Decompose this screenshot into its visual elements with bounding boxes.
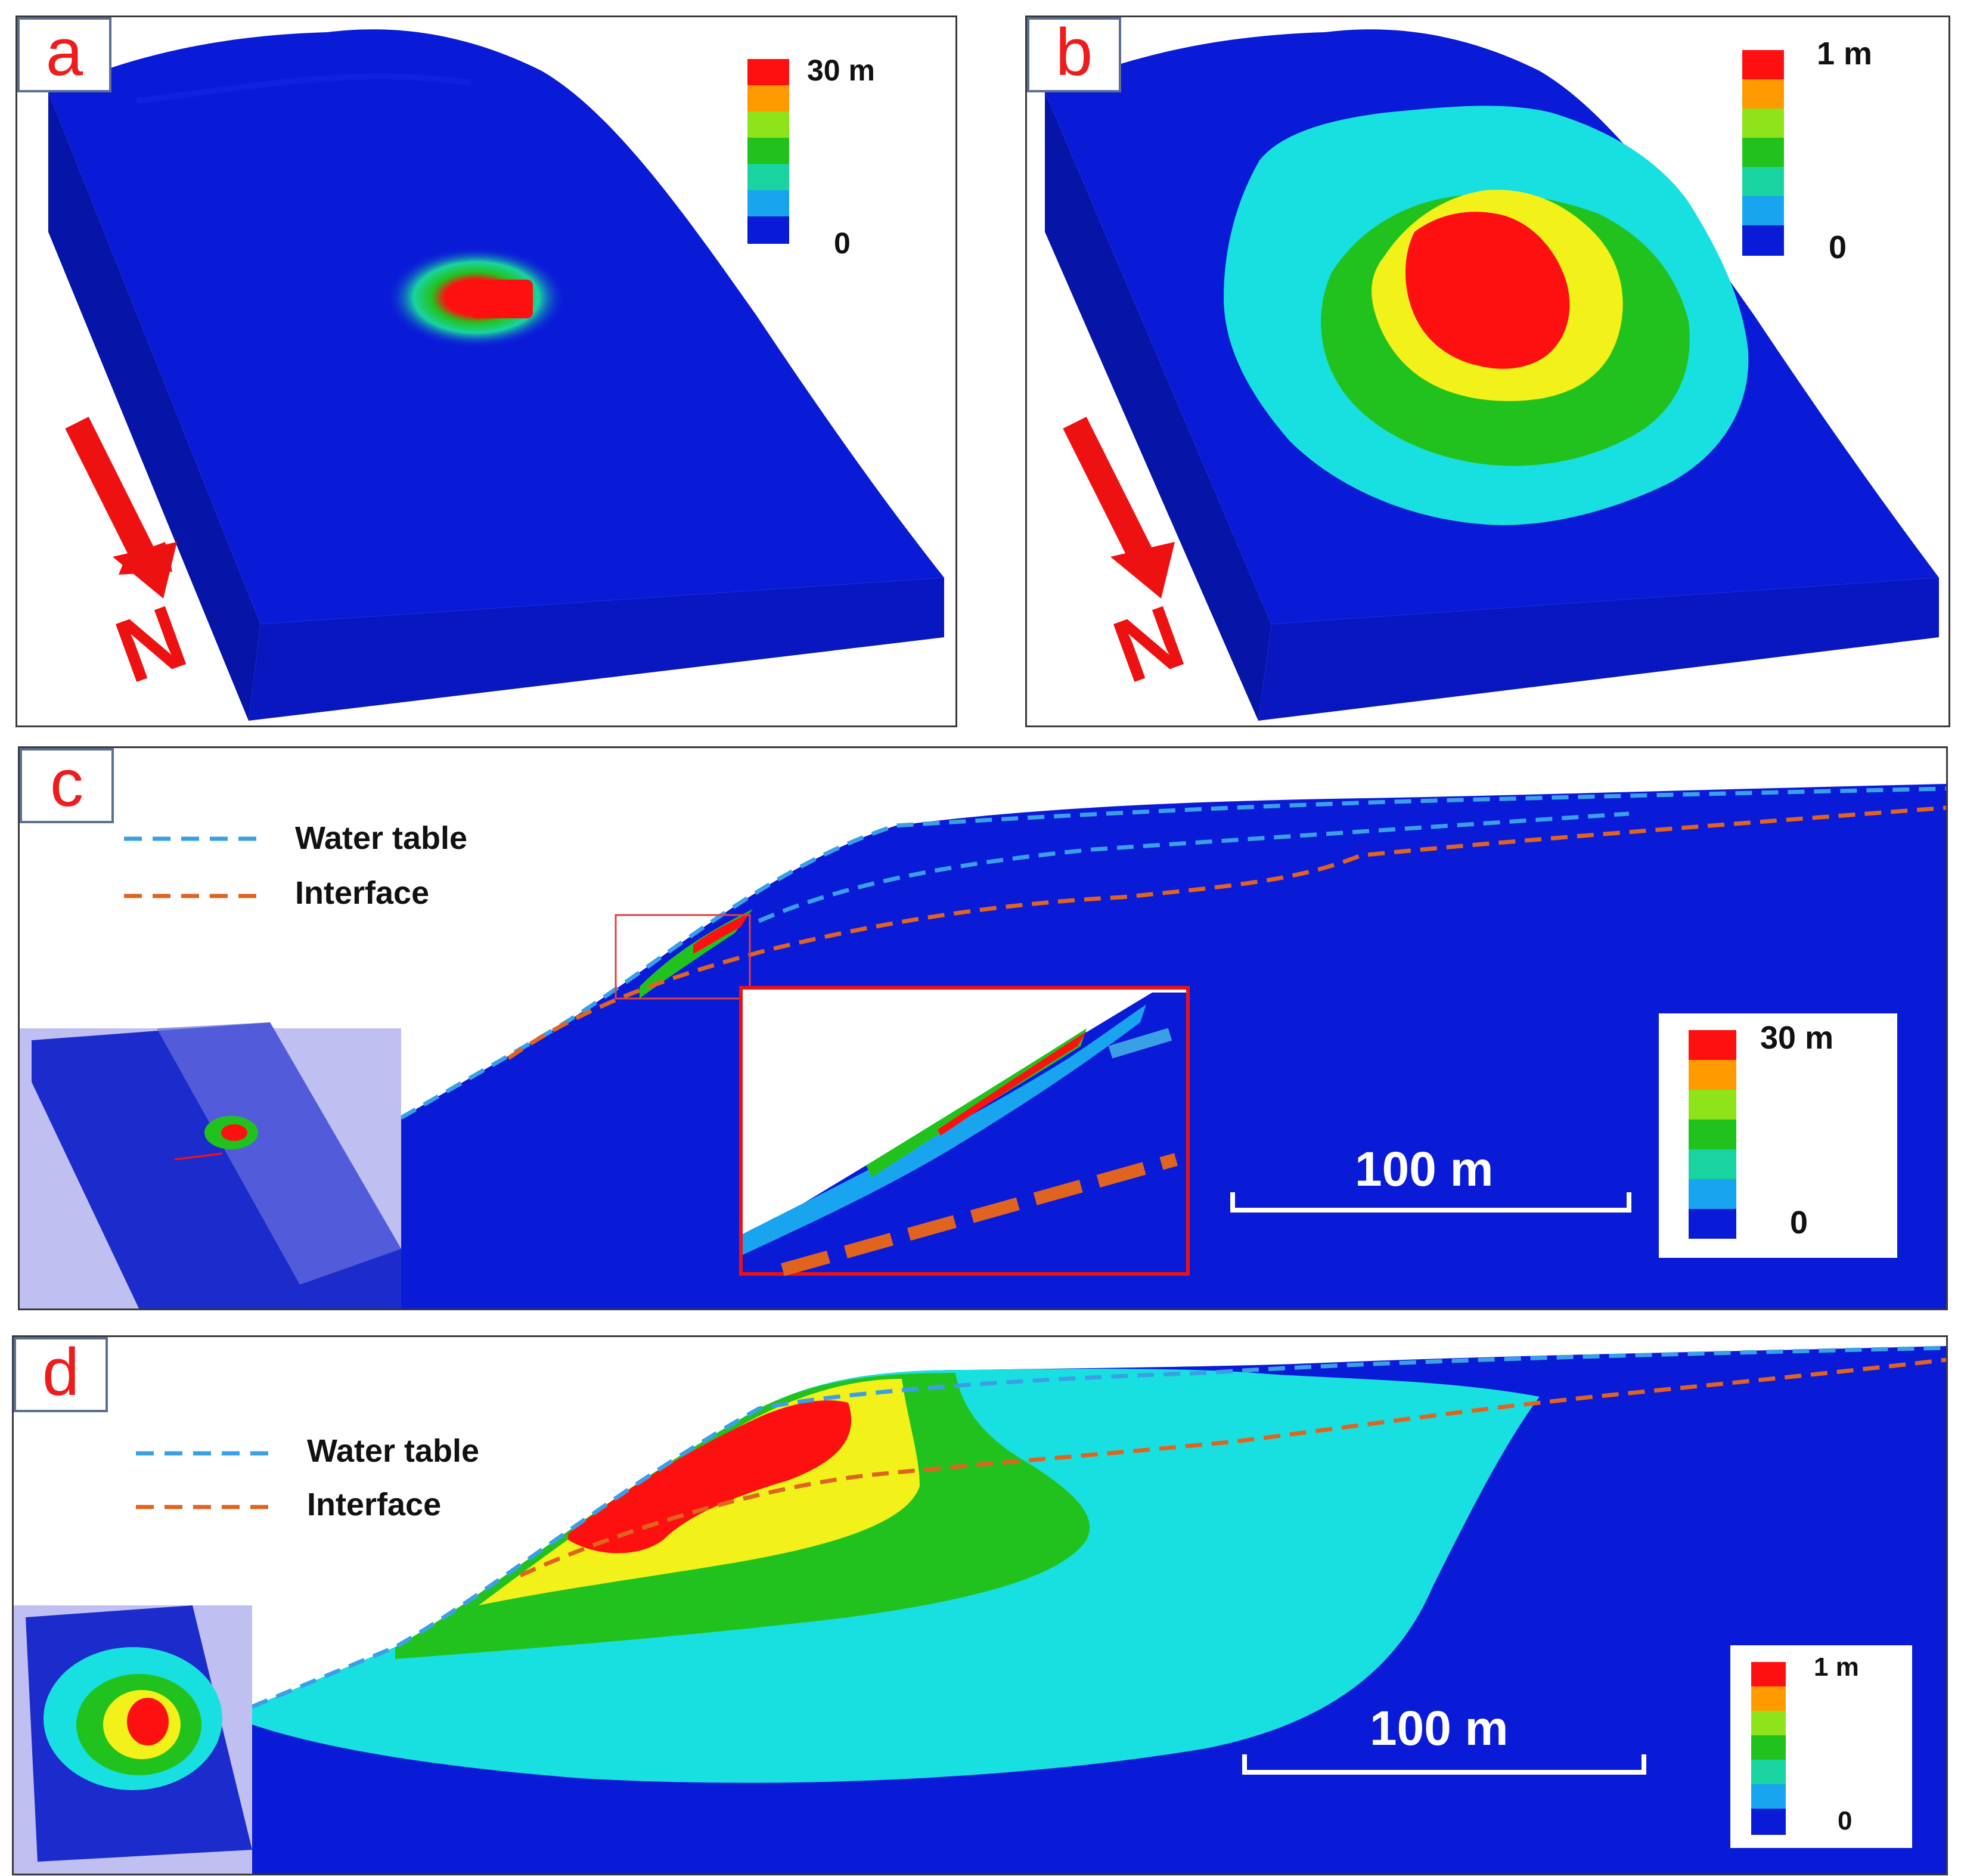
model-thumbnail bbox=[14, 1605, 252, 1874]
legend-swatch bbox=[747, 164, 789, 190]
block-left-face bbox=[1045, 92, 1271, 721]
north-arrow-icon bbox=[1063, 417, 1175, 599]
block-front-face bbox=[1258, 578, 1939, 721]
legend-swatch bbox=[1751, 1711, 1786, 1735]
legend-max-label: 1 m bbox=[1814, 1652, 1859, 1682]
panel-label-b: b bbox=[1027, 17, 1121, 92]
legend-swatch bbox=[1742, 138, 1784, 167]
legend-swatch bbox=[1751, 1735, 1786, 1760]
panel-label-c: c bbox=[20, 748, 114, 823]
legend-interface-label: Interface bbox=[307, 1487, 442, 1522]
water-table-line bbox=[251, 1345, 1946, 1709]
legend-swatch bbox=[1689, 1179, 1736, 1209]
legend-swatch bbox=[1742, 79, 1784, 108]
panel-d-section bbox=[14, 1345, 1946, 1874]
scale-bar bbox=[1242, 1754, 1646, 1775]
legend-swatch bbox=[1751, 1662, 1786, 1686]
legend-swatch bbox=[1751, 1760, 1786, 1784]
panel-c-section bbox=[20, 784, 1946, 1308]
legend-water-table-label: Water table bbox=[307, 1433, 480, 1469]
water-table-line bbox=[400, 786, 1946, 1120]
legend-swatch bbox=[747, 85, 789, 111]
legend-swatch bbox=[747, 111, 789, 138]
legend-max-label: 30 m bbox=[1760, 1020, 1834, 1056]
legend-swatch bbox=[1751, 1686, 1786, 1711]
scale-bar-label: 100 m bbox=[1355, 1142, 1494, 1196]
displacement-hotspot-core bbox=[470, 280, 533, 318]
north-arrow-icon bbox=[65, 417, 177, 599]
legend-min-label: 0 bbox=[1829, 230, 1847, 265]
legend-swatch bbox=[1689, 1090, 1736, 1120]
panel-d: d Water table Interface 100 m 1 m 0 bbox=[12, 1335, 1948, 1875]
legend-swatch bbox=[1751, 1784, 1786, 1809]
interface-line bbox=[519, 1357, 1946, 1578]
legend-swatch bbox=[1742, 196, 1784, 225]
scale-bar bbox=[1230, 1192, 1631, 1213]
legend-swatch bbox=[1689, 1209, 1736, 1239]
panel-b: N b 1 m 0 bbox=[1025, 15, 1950, 727]
panel-a-terrain bbox=[48, 29, 944, 721]
panel-c: c Water table Interface 100 m 30 m 0 bbox=[18, 746, 1948, 1310]
legend-swatch bbox=[1689, 1149, 1736, 1179]
legend-d: 1 m 0 bbox=[1730, 1645, 1912, 1848]
legend-swatch bbox=[1689, 1120, 1736, 1149]
panel-a: N a 30 m 0 bbox=[15, 15, 957, 727]
legend-swatch bbox=[747, 190, 789, 216]
legend-min-label: 0 bbox=[1838, 1806, 1853, 1835]
legend-max-label: 1 m bbox=[1817, 36, 1873, 72]
legend-min-label: 0 bbox=[1790, 1205, 1808, 1241]
surface-displacement-red bbox=[693, 912, 750, 954]
legend-swatch bbox=[1751, 1809, 1786, 1835]
panel-b-terrain bbox=[1045, 29, 1939, 721]
legend-swatch bbox=[1742, 225, 1784, 256]
zone-red bbox=[568, 1400, 852, 1553]
legend-water-table-label: Water table bbox=[295, 820, 468, 856]
legend-b bbox=[1742, 50, 1784, 256]
block-left-face bbox=[48, 92, 260, 721]
zoom-inset bbox=[739, 986, 1190, 1276]
scale-bar-label: 100 m bbox=[1370, 1701, 1509, 1756]
legend-swatch bbox=[1689, 1060, 1736, 1090]
panel-label-a: a bbox=[17, 17, 111, 92]
legend-swatch bbox=[747, 138, 789, 164]
legend-c: 30 m 0 bbox=[1659, 1013, 1897, 1258]
legend-max-label: 30 m bbox=[807, 54, 875, 87]
zone-red bbox=[1405, 212, 1570, 369]
legend-min-label: 0 bbox=[834, 227, 851, 260]
water-table-line-inner bbox=[758, 811, 1630, 923]
legend-a bbox=[747, 59, 789, 244]
legend-swatch bbox=[1689, 1030, 1736, 1060]
interface-line bbox=[507, 805, 1946, 1060]
legend-swatch bbox=[1742, 108, 1784, 138]
legend-swatch bbox=[1742, 167, 1784, 196]
legend-swatch bbox=[1742, 50, 1784, 79]
block-front-face bbox=[249, 578, 944, 721]
terrain-ridge bbox=[136, 73, 471, 104]
panel-label-d: d bbox=[14, 1337, 108, 1412]
legend-swatch bbox=[747, 216, 789, 244]
legend-interface-label: Interface bbox=[295, 875, 430, 911]
model-thumbnail bbox=[20, 1022, 401, 1308]
legend-swatch bbox=[747, 59, 789, 85]
zoom-source-box bbox=[615, 914, 751, 1000]
